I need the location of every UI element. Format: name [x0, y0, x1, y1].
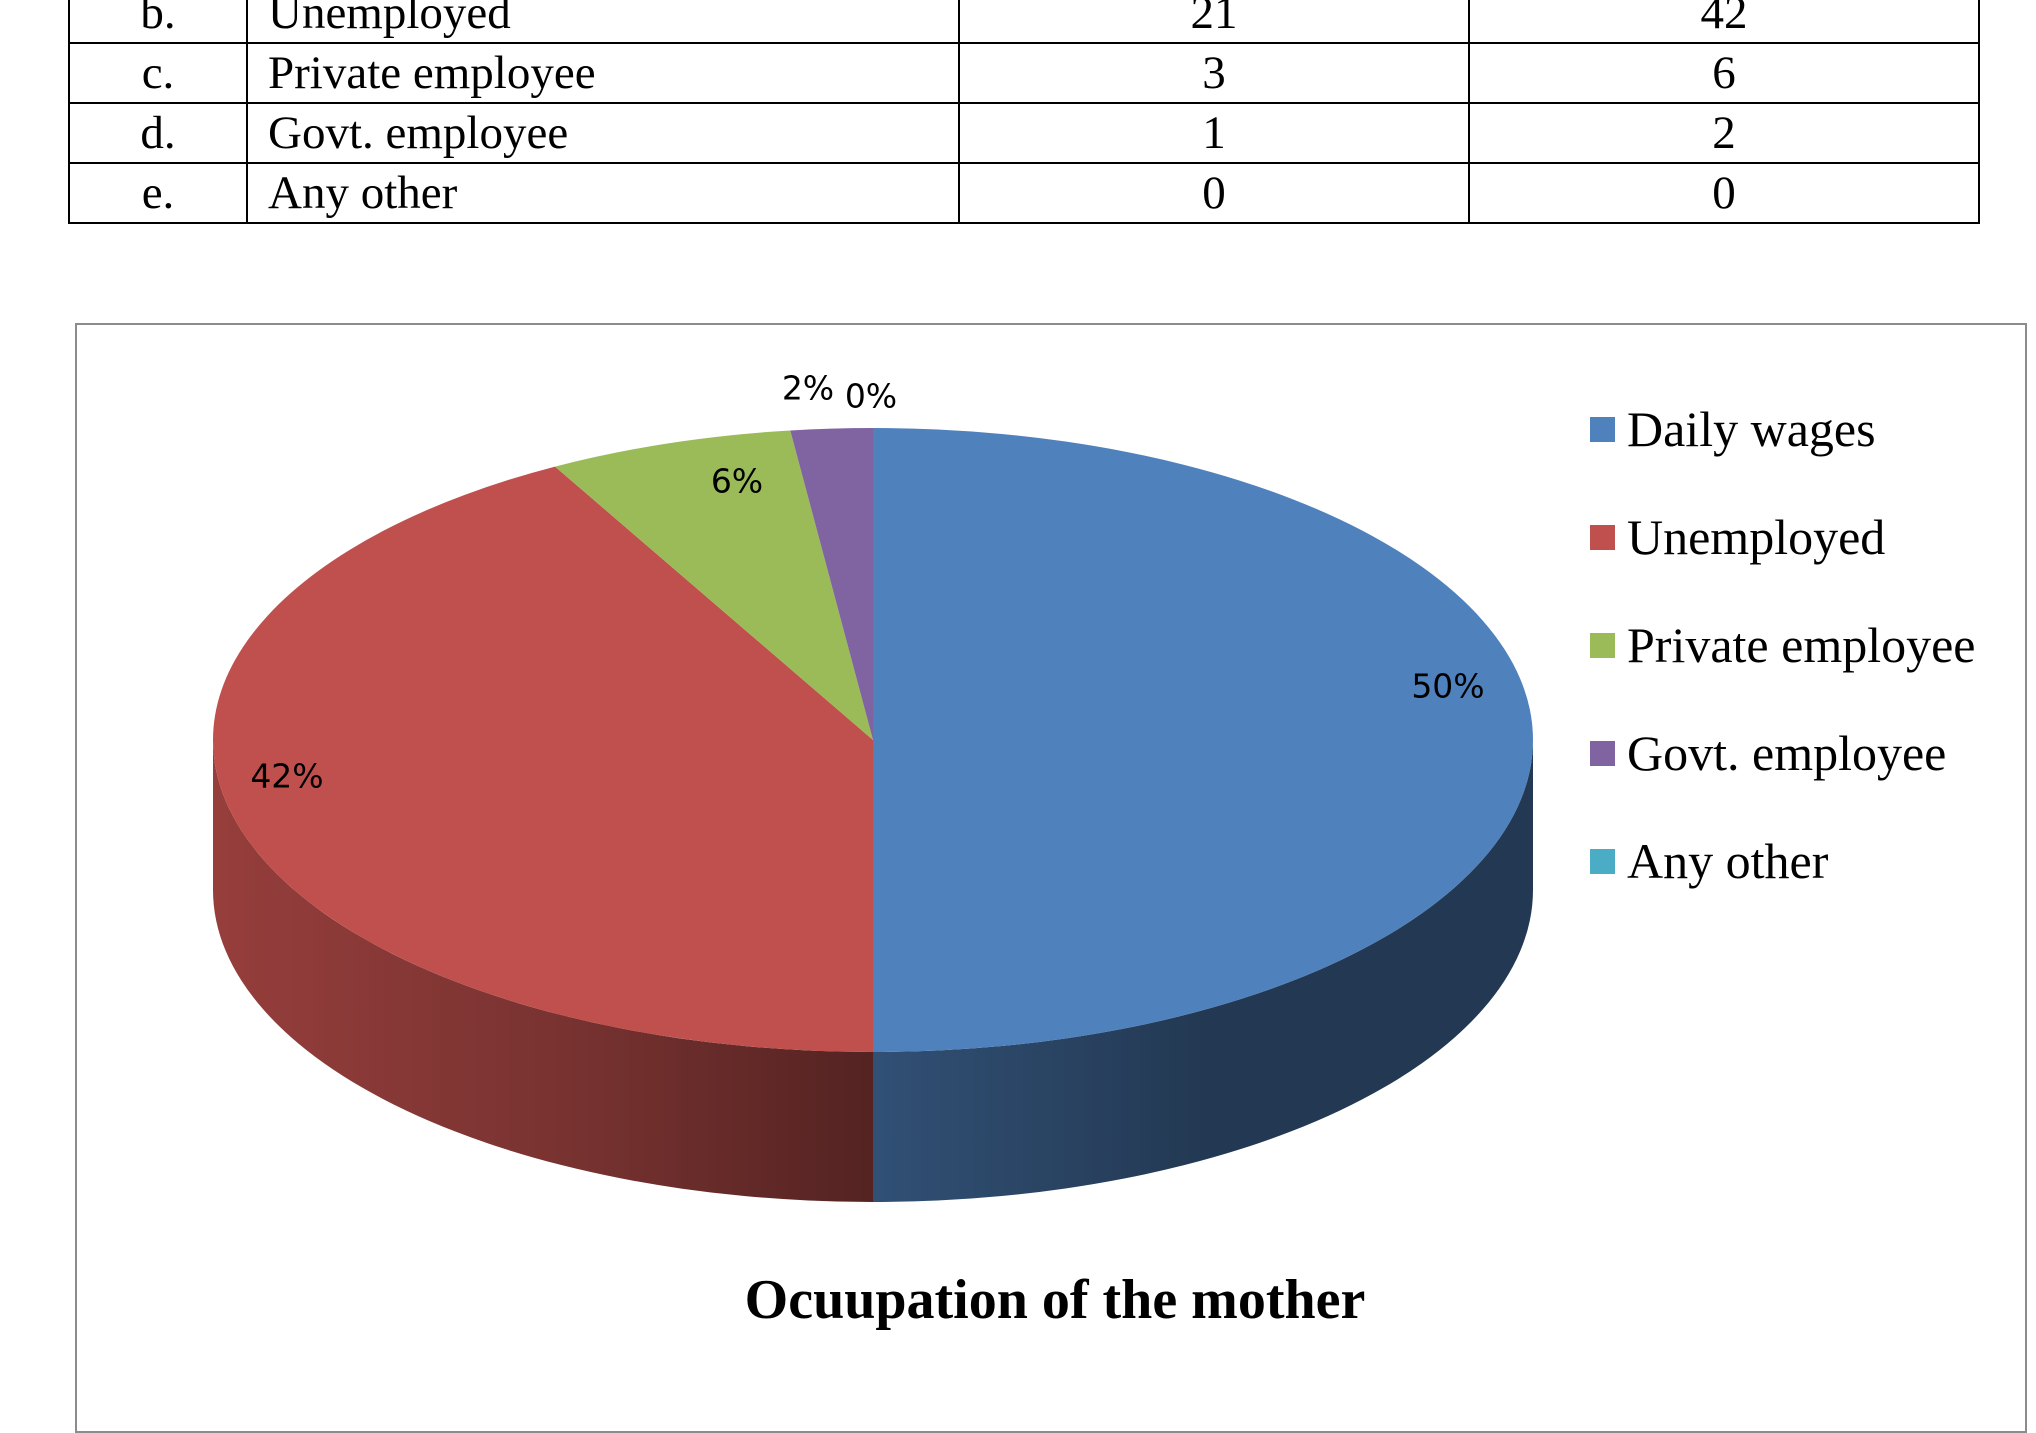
pie-side-daily-wages	[873, 740, 1533, 1202]
legend-swatch	[1590, 632, 1615, 658]
legend-label: Unemployed	[1627, 509, 1886, 565]
pie-side-unemployed	[213, 740, 873, 1202]
pie-slice-unemployed	[212, 466, 873, 1053]
data-label-private-employee: 6%	[711, 462, 763, 501]
row-count: 1	[958, 102, 1470, 164]
table-row: e. Any other 0 0	[68, 162, 1980, 224]
row-count: 21	[958, 0, 1470, 44]
row-count: 0	[958, 162, 1470, 224]
legend-swatch	[1590, 416, 1615, 442]
row-index: d.	[68, 102, 248, 164]
row-percent: 6	[1468, 42, 1980, 104]
legend-item-govt-employee: Govt. employee	[1590, 699, 1976, 807]
legend-swatch	[1590, 740, 1615, 766]
legend-label: Private employee	[1627, 617, 1976, 673]
row-percent: 0	[1468, 162, 1980, 224]
row-label: Private employee	[246, 42, 960, 104]
data-label-daily-wages: 50%	[1411, 667, 1484, 706]
legend-item-daily-wages: Daily wages	[1590, 375, 1976, 483]
row-percent: 2	[1468, 102, 1980, 164]
row-label: Govt. employee	[246, 102, 960, 164]
row-label: Any other	[246, 162, 960, 224]
chart-legend: Daily wages Unemployed Private employee …	[1590, 375, 1976, 915]
legend-label: Any other	[1627, 833, 1829, 889]
table-row: b. Unemployed 21 42	[68, 0, 1980, 44]
pie-slice-govt-employee	[790, 428, 873, 740]
row-index: e.	[68, 162, 248, 224]
legend-label: Daily wages	[1627, 401, 1876, 457]
occupation-table: b. Unemployed 21 42 c. Private employee …	[68, 0, 1980, 224]
data-label-govt-employee: 2%	[782, 369, 834, 408]
row-count: 3	[958, 42, 1470, 104]
legend-item-any-other: Any other	[1590, 807, 1976, 915]
chart-title: Ocuupation of the mother	[744, 1269, 1366, 1331]
table-row: c. Private employee 3 6	[68, 42, 1980, 104]
data-label-any-other: 0%	[845, 377, 897, 416]
data-label-unemployed: 42%	[250, 757, 323, 796]
pie-slice-daily-wages	[873, 428, 1533, 1052]
pie-slice-private-employee	[555, 430, 873, 740]
row-index: c.	[68, 42, 248, 104]
legend-swatch	[1590, 524, 1615, 550]
row-percent: 42	[1468, 0, 1980, 44]
legend-label: Govt. employee	[1627, 725, 1947, 781]
row-index: b.	[68, 0, 248, 44]
legend-item-private-employee: Private employee	[1590, 591, 1976, 699]
legend-item-unemployed: Unemployed	[1590, 483, 1976, 591]
table-row: d. Govt. employee 1 2	[68, 102, 1980, 164]
row-label: Unemployed	[246, 0, 960, 44]
legend-swatch	[1590, 848, 1615, 874]
